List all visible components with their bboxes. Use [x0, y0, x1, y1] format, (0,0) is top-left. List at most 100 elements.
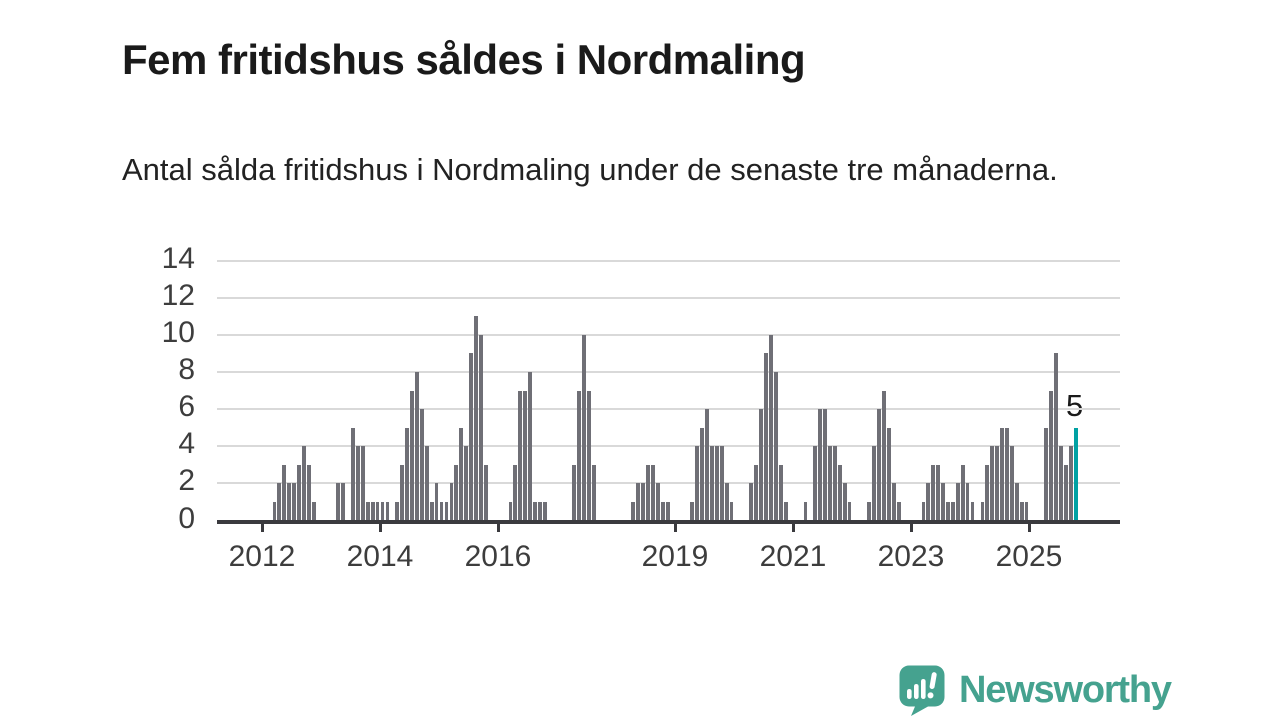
bar: [719, 446, 724, 521]
x-axis-label: 2021: [759, 540, 827, 573]
bar: [375, 501, 380, 521]
bar: [882, 390, 886, 521]
bar: [985, 464, 990, 521]
bar: [311, 501, 316, 521]
bar: [867, 501, 872, 521]
bar: [842, 483, 847, 521]
x-axis-tick: [673, 523, 677, 532]
bar: [941, 483, 945, 521]
bar: [1010, 446, 1014, 521]
bar: [587, 390, 591, 521]
bar: [651, 464, 655, 521]
y-axis-label: 10: [161, 315, 195, 349]
bar: [302, 446, 306, 521]
bar: [454, 464, 459, 521]
bar: [341, 483, 346, 521]
bar: [926, 483, 931, 521]
gridline: [217, 408, 1120, 411]
bar: [523, 390, 527, 521]
x-axis-tick: [378, 523, 382, 532]
bar: [1014, 483, 1019, 521]
bar: [823, 409, 827, 521]
bar: [803, 501, 808, 521]
bar: [469, 353, 473, 521]
bar: [533, 501, 537, 521]
bar: [351, 427, 355, 521]
bar: [420, 409, 424, 521]
x-axis-label: 2019: [641, 540, 709, 573]
bar: [582, 334, 586, 521]
x-axis-tick: [1027, 523, 1031, 532]
bar: [380, 501, 385, 521]
bar: [877, 409, 881, 521]
bar: [715, 446, 719, 521]
bar: [479, 334, 483, 521]
bar: [778, 464, 783, 521]
bar: [287, 483, 291, 521]
bar: [705, 409, 709, 521]
bar: [710, 446, 714, 521]
bar: [828, 446, 832, 521]
bar: [837, 464, 842, 521]
bar: [690, 501, 695, 521]
bar: [724, 483, 729, 521]
bar: [429, 501, 434, 521]
bar: [990, 446, 995, 521]
bar: [577, 390, 582, 521]
bar: [1000, 427, 1004, 521]
bar: [410, 390, 414, 521]
bar: [1019, 501, 1024, 521]
bar: [936, 464, 940, 521]
bar: [1024, 501, 1029, 521]
x-axis-tick: [260, 523, 264, 532]
y-axis-label: 12: [161, 278, 195, 312]
bar: [272, 501, 277, 521]
bar: [955, 483, 960, 521]
bar: [434, 483, 439, 521]
bar: [483, 464, 488, 521]
bar: [695, 446, 700, 521]
bar: [592, 464, 596, 521]
bar: [400, 464, 405, 521]
bar: [833, 446, 837, 521]
bar: [1005, 427, 1009, 521]
bar: [764, 353, 768, 521]
bar: [528, 371, 532, 521]
chart-title: Fem fritidshus såldes i Nordmaling: [122, 36, 806, 84]
gridline: [217, 482, 1120, 485]
bar: [336, 483, 341, 521]
bar: [572, 464, 577, 521]
bar: [641, 483, 645, 521]
bar: [951, 501, 955, 521]
bar: [946, 501, 950, 521]
bar: [306, 464, 311, 521]
bar: [636, 483, 641, 521]
bar: [424, 446, 429, 521]
bar: [405, 427, 409, 521]
bar: [759, 409, 763, 521]
bar: [887, 427, 891, 521]
bar: [365, 501, 370, 521]
bar: [439, 501, 444, 521]
bar: [818, 409, 822, 521]
bar: [749, 483, 754, 521]
bar: [660, 501, 665, 521]
x-axis-label: 2012: [228, 540, 296, 573]
x-axis-label: 2023: [877, 540, 945, 573]
bar: [1064, 464, 1068, 521]
bar: [538, 501, 542, 521]
bar: [656, 483, 660, 521]
bar: [965, 483, 970, 521]
bar: [277, 483, 282, 521]
gridline: [217, 259, 1120, 262]
bar: [892, 483, 896, 521]
bar: [513, 464, 518, 521]
y-axis-label: 14: [161, 241, 195, 275]
gridline: [217, 333, 1120, 336]
bar: [1054, 353, 1058, 521]
gridline: [217, 296, 1120, 299]
bar: [508, 501, 513, 521]
bar: [847, 501, 852, 521]
bar: [474, 316, 478, 521]
